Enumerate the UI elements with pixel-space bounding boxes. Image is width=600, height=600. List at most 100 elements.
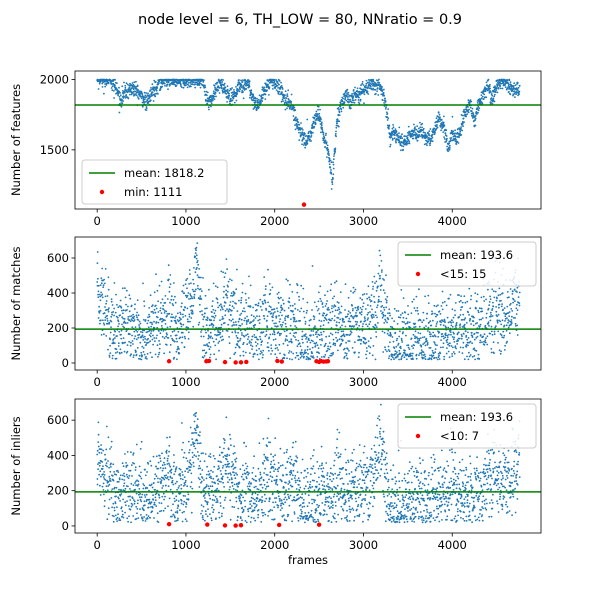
data-point: [354, 86, 356, 89]
data-point: [243, 87, 246, 90]
data-point: [98, 82, 101, 85]
data-point: [260, 95, 263, 98]
data-point: [392, 124, 394, 126]
data-point: [173, 340, 176, 343]
data-point: [307, 337, 310, 340]
data-point: [129, 344, 132, 347]
data-point: [138, 324, 141, 326]
data-point: [257, 98, 260, 101]
data-point: [374, 311, 377, 313]
data-point: [334, 344, 336, 347]
x-tick-label: 4000: [438, 375, 467, 389]
data-point: [440, 321, 443, 324]
data-point: [251, 335, 254, 338]
data-point: [435, 323, 438, 325]
data-point: [150, 330, 153, 332]
data-point: [119, 299, 122, 302]
data-point: [453, 341, 456, 343]
data-point: [452, 316, 455, 319]
data-point: [351, 325, 354, 328]
data-point: [226, 290, 229, 293]
data-point: [443, 355, 446, 358]
data-point: [465, 346, 468, 348]
data-point: [143, 353, 146, 356]
data-point: [153, 89, 156, 92]
data-point: [329, 166, 332, 169]
data-point: [274, 79, 276, 81]
data-point: [248, 85, 251, 88]
data-point: [158, 330, 160, 332]
data-point: [288, 350, 291, 352]
data-point: [459, 323, 462, 326]
data-point: [356, 307, 359, 309]
data-point: [481, 95, 484, 98]
data-point: [357, 99, 360, 101]
data-point: [374, 88, 377, 91]
data-point: [198, 297, 200, 299]
data-point: [336, 122, 339, 125]
data-point: [121, 85, 124, 88]
data-point: [383, 292, 386, 294]
data-point: [497, 294, 500, 297]
data-point: [235, 302, 237, 305]
data-point: [324, 294, 326, 297]
data-point: [413, 123, 415, 126]
data-point: [306, 348, 309, 351]
data-point: [143, 318, 145, 321]
data-point: [474, 322, 477, 325]
data-point: [101, 267, 104, 270]
data-point: [388, 127, 390, 130]
data-point: [245, 323, 248, 325]
data-point: [278, 90, 281, 93]
data-point: [292, 335, 295, 337]
data-point: [452, 321, 454, 323]
data-point: [493, 352, 495, 354]
data-point: [152, 100, 155, 102]
data-point: [102, 482, 105, 485]
data-point: [508, 320, 510, 322]
data-point: [131, 326, 134, 328]
data-point: [224, 86, 227, 89]
data-point: [322, 132, 325, 134]
data-point: [384, 101, 387, 103]
data-point: [221, 306, 223, 309]
data-point: [320, 131, 322, 134]
data-point: [499, 320, 502, 323]
data-point: [460, 126, 462, 128]
data-point: [296, 309, 299, 311]
data-point: [491, 288, 494, 291]
data-point: [463, 323, 466, 326]
data-point: [357, 94, 360, 96]
data-point: [168, 290, 171, 293]
data-point: [107, 82, 110, 85]
data-point: [453, 352, 456, 355]
data-point: [490, 91, 492, 93]
data-point: [195, 268, 198, 271]
data-point: [387, 345, 390, 348]
data-point: [433, 356, 436, 359]
data-point: [167, 81, 170, 84]
data-point: [176, 82, 179, 85]
data-point: [431, 312, 434, 315]
data-point: [191, 288, 194, 291]
data-point: [151, 338, 154, 341]
data-point: [113, 486, 116, 489]
y-tick-label: 0: [62, 356, 69, 370]
data-point: [167, 88, 169, 91]
data-point: [356, 321, 359, 323]
data-point: [285, 97, 288, 99]
data-point: [317, 347, 320, 349]
data-point: [228, 95, 231, 97]
data-point: [310, 330, 313, 332]
data-point: [313, 125, 316, 128]
data-point: [407, 134, 409, 137]
data-point: [348, 105, 351, 108]
data-point: [179, 336, 182, 339]
data-point: [219, 319, 221, 322]
data-point: [284, 322, 287, 325]
data-point: [352, 291, 355, 294]
data-point: [379, 84, 382, 87]
data-point: [268, 94, 270, 96]
data-point: [380, 300, 382, 303]
data-point: [257, 319, 260, 322]
